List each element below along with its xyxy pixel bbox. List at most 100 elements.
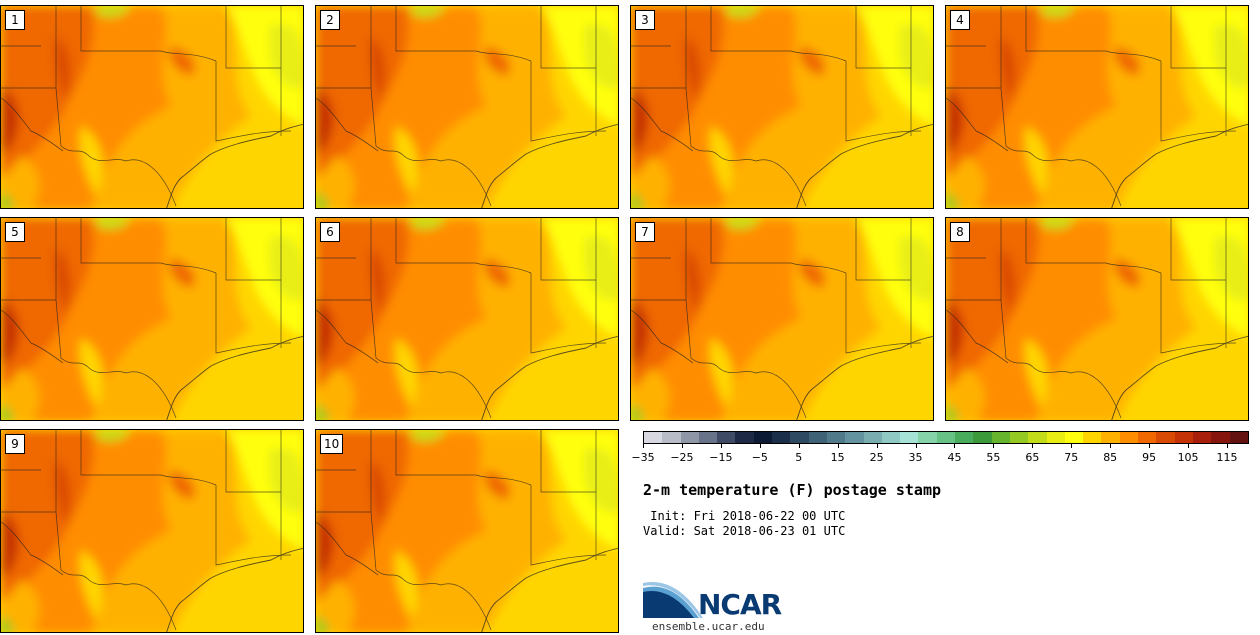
colorbar-tick [1071,444,1073,448]
colorbar-swatch [698,432,718,443]
colorbar-tick [1110,444,1112,448]
colorbar-swatch [1009,432,1029,443]
colorbar-swatch [1064,432,1084,443]
colorbar-swatch [1211,432,1230,443]
ensemble-member-panel: 3 [630,5,934,209]
member-number: 7 [635,222,655,242]
colorbar-tick [681,444,683,448]
colorbar-tick-label: 35 [908,451,923,464]
colorbar-swatch [845,432,864,443]
member-number: 3 [635,10,655,30]
temperature-map [316,6,618,208]
colorbar-tick-label: −5 [751,451,768,464]
ensemble-member-panel: 6 [315,217,619,421]
colorbar-tick-label: 85 [1103,451,1118,464]
temperature-map [946,218,1248,420]
colorbar-swatch [644,432,663,443]
temperature-map [1,430,303,632]
colorbar-tick-label: 5 [795,451,803,464]
member-number: 8 [950,222,970,242]
colorbar-swatch [918,432,937,443]
ncar-logo-icon [643,582,703,618]
member-number: 2 [320,10,340,30]
colorbar-swatch [1229,432,1248,443]
colorbar-swatch [936,432,956,443]
member-number: 4 [950,10,970,30]
ensemble-member-panel: 5 [0,217,304,421]
colorbar-swatch [991,432,1010,443]
colorbar-swatch [826,432,846,443]
colorbar-tick-label: 45 [947,451,962,464]
colorbar-swatch [772,432,791,443]
init-time: Init: Fri 2018-06-22 00 UTC [643,509,846,523]
ensemble-member-panel: 8 [945,217,1249,421]
colorbar-swatch [1028,432,1047,443]
colorbar-swatch [753,432,773,443]
temperature-map [316,430,618,632]
colorbar-tick [643,444,644,448]
valid-time: Valid: Sat 2018-06-23 01 UTC [643,524,846,538]
temperature-map [1,218,303,420]
colorbar-tick [798,444,800,448]
colorbar-ticks: −35 −25 −15 −5 5 15 25 35 45 55 65 75 85 95 105 115 [631,444,1249,464]
colorbar-swatch [1083,432,1102,443]
colorbar-tick [759,444,761,448]
colorbar-tick-label: 95 [1142,451,1157,464]
colorbar-tick [876,444,878,448]
colorbar-swatch [1101,432,1120,443]
colorbar-tick [954,444,956,448]
colorbar-swatch [717,432,736,443]
colorbar-swatch [662,432,681,443]
colorbar-tick [993,444,995,448]
ensemble-member-panel: 1 [0,5,304,209]
ensemble-member-panel: 9 [0,429,304,633]
colorbar-tick-label: 15 [830,451,845,464]
colorbar-tick-label: 25 [869,451,884,464]
colorbar-tick-label: 115 [1216,451,1238,464]
colorbar-tick [1188,444,1190,448]
colorbar-tick-label: −35 [631,451,655,464]
colorbar-swatch [1046,432,1065,443]
colorbar-swatch [735,432,754,443]
member-number: 6 [320,222,340,242]
colorbar-swatch [881,432,901,443]
colorbar-tick-label: 105 [1177,451,1199,464]
temperature-map [1,6,303,208]
colorbar-swatch [863,432,882,443]
temperature-map [631,218,933,420]
colorbar-swatch [790,432,809,443]
colorbar-swatch [680,432,699,443]
colorbar-swatch [1174,432,1193,443]
colorbar-tick-label: 75 [1064,451,1079,464]
ncar-logo-text: NCAR [698,588,782,621]
colorbar-swatch [1192,432,1212,443]
member-number: 1 [5,10,25,30]
colorbar-swatch [955,432,974,443]
colorbar-tick-label: −25 [670,451,694,464]
colorbar-tick [915,444,917,448]
ensemble-member-panel: 2 [315,5,619,209]
ensemble-member-panel: 10 [315,429,619,633]
chart-title: 2-m temperature (F) postage stamp [643,481,942,499]
colorbar-swatch [900,432,919,443]
colorbar-tick-label: 55 [986,451,1001,464]
colorbar-tick [1032,444,1034,448]
temperature-map [316,218,618,420]
member-number: 10 [320,434,344,454]
temperature-map [631,6,933,208]
colorbar-tick [720,444,722,448]
colorbar-tick-label: −15 [709,451,733,464]
colorbar-swatch [808,432,827,443]
colorbar-tick [837,444,839,448]
colorbar-swatch [1156,432,1175,443]
ensemble-member-panel: 4 [945,5,1249,209]
temperature-map [946,6,1248,208]
logo-url: ensemble.ucar.edu [652,620,765,633]
colorbar-tick [1227,444,1228,448]
colorbar-tick [1149,444,1151,448]
temperature-colorbar [643,431,1249,444]
member-number: 5 [5,222,25,242]
colorbar-swatch [973,432,992,443]
colorbar-swatch [1119,432,1139,443]
colorbar-swatch [1138,432,1157,443]
